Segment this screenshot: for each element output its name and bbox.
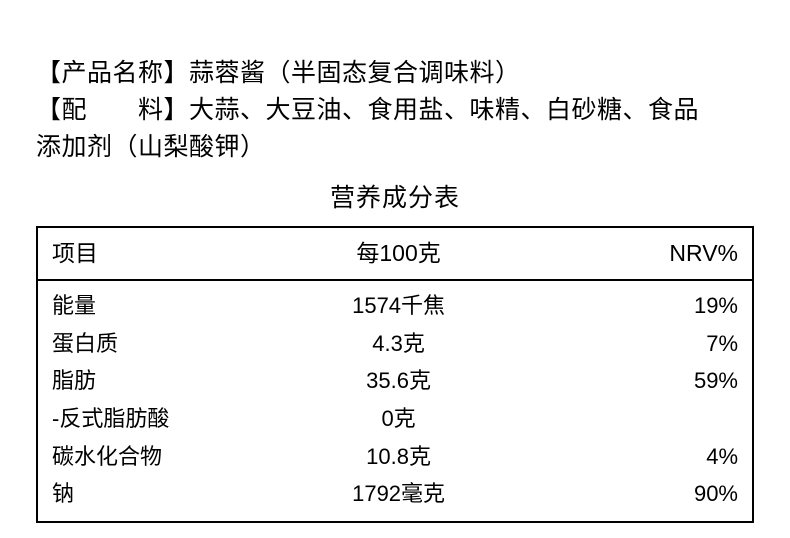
ingredients-value-line2: 添加剂（山梨酸钾） (36, 133, 266, 161)
ingredients-row-1: 【配 料】大蒜、大豆油、食用盐、味精、白砂糖、食品 (36, 92, 754, 129)
product-name-label: 【产品名称】 (36, 59, 189, 87)
cell-per: 1792毫克 (280, 474, 516, 522)
product-info-block: 【产品名称】蒜蓉酱（半固态复合调味料） 【配 料】大蒜、大豆油、食用盐、味精、白… (36, 55, 754, 166)
cell-item: 脂肪 (37, 361, 280, 399)
ingredients-row-2: 添加剂（山梨酸钾） (36, 129, 754, 166)
ingredients-label: 【配 料】 (36, 96, 189, 124)
cell-item: -反式脂肪酸 (37, 399, 280, 437)
cell-per: 0克 (280, 399, 516, 437)
cell-nrv (517, 399, 753, 437)
cell-item: 钠 (37, 474, 280, 522)
cell-per: 1574千焦 (280, 280, 516, 324)
table-row: 脂肪 35.6克 59% (37, 361, 753, 399)
nutrition-table: 项目 每100克 NRV% 能量 1574千焦 19% 蛋白质 4.3克 7% … (36, 226, 754, 523)
cell-nrv: 7% (517, 324, 753, 362)
cell-nrv: 90% (517, 474, 753, 522)
col-header-item: 项目 (37, 227, 280, 280)
nutrition-table-body: 能量 1574千焦 19% 蛋白质 4.3克 7% 脂肪 35.6克 59% -… (37, 280, 753, 522)
table-row: 碳水化合物 10.8克 4% (37, 437, 753, 475)
table-row: 钠 1792毫克 90% (37, 474, 753, 522)
cell-per: 4.3克 (280, 324, 516, 362)
table-row: 能量 1574千焦 19% (37, 280, 753, 324)
col-header-nrv: NRV% (517, 227, 753, 280)
product-name-row: 【产品名称】蒜蓉酱（半固态复合调味料） (36, 55, 754, 92)
cell-item: 蛋白质 (37, 324, 280, 362)
cell-nrv: 4% (517, 437, 753, 475)
cell-nrv: 59% (517, 361, 753, 399)
nutrition-table-title: 营养成分表 (36, 178, 754, 214)
col-header-per: 每100克 (280, 227, 516, 280)
cell-item: 能量 (37, 280, 280, 324)
table-header-row: 项目 每100克 NRV% (37, 227, 753, 280)
cell-per: 35.6克 (280, 361, 516, 399)
cell-nrv: 19% (517, 280, 753, 324)
cell-per: 10.8克 (280, 437, 516, 475)
product-name-value: 蒜蓉酱（半固态复合调味料） (189, 59, 521, 87)
ingredients-value-line1: 大蒜、大豆油、食用盐、味精、白砂糖、食品 (189, 96, 699, 124)
table-row: 蛋白质 4.3克 7% (37, 324, 753, 362)
table-row: -反式脂肪酸 0克 (37, 399, 753, 437)
cell-item: 碳水化合物 (37, 437, 280, 475)
